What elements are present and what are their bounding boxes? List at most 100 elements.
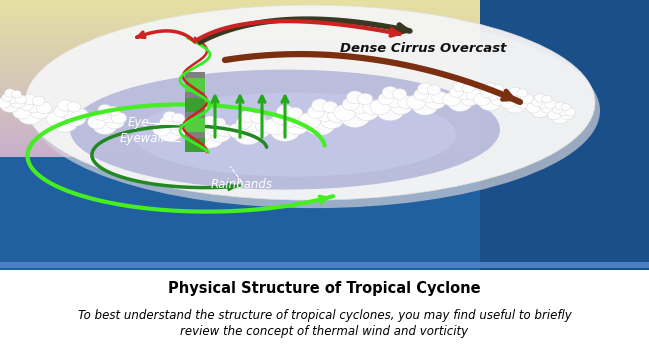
Bar <box>0 39 490 42</box>
Ellipse shape <box>158 122 182 141</box>
Bar <box>0 70 490 73</box>
Ellipse shape <box>299 112 321 129</box>
Bar <box>0 5 490 8</box>
Ellipse shape <box>88 115 106 129</box>
Ellipse shape <box>165 117 182 130</box>
Ellipse shape <box>25 5 595 200</box>
Text: Eye: Eye <box>128 116 150 129</box>
Bar <box>0 23 490 26</box>
Bar <box>0 146 490 149</box>
Bar <box>0 109 490 112</box>
Bar <box>0 143 490 146</box>
Ellipse shape <box>370 99 391 114</box>
Bar <box>0 15 490 18</box>
Bar <box>0 122 490 125</box>
Ellipse shape <box>496 90 510 101</box>
Ellipse shape <box>386 93 404 108</box>
Ellipse shape <box>411 95 439 115</box>
Bar <box>0 120 490 123</box>
Text: Rainbands: Rainbands <box>211 178 273 191</box>
Bar <box>0 59 490 63</box>
Ellipse shape <box>406 95 426 109</box>
Bar <box>185 92 205 98</box>
Ellipse shape <box>363 100 382 114</box>
Ellipse shape <box>0 98 10 108</box>
Ellipse shape <box>560 109 574 120</box>
Bar <box>0 28 490 31</box>
Ellipse shape <box>480 88 493 98</box>
Ellipse shape <box>561 104 570 111</box>
Bar <box>0 49 490 52</box>
Bar <box>0 140 490 144</box>
Ellipse shape <box>378 93 394 105</box>
Bar <box>185 112 205 118</box>
Ellipse shape <box>565 108 576 116</box>
Bar <box>0 0 490 3</box>
Ellipse shape <box>293 114 312 129</box>
Ellipse shape <box>210 126 231 142</box>
Bar <box>0 2 490 5</box>
Ellipse shape <box>212 118 226 128</box>
Ellipse shape <box>98 104 112 115</box>
Ellipse shape <box>347 91 363 104</box>
Ellipse shape <box>500 97 515 108</box>
Ellipse shape <box>555 102 565 110</box>
Ellipse shape <box>535 94 546 102</box>
Text: review the concept of thermal wind and vorticity: review the concept of thermal wind and v… <box>180 325 469 338</box>
Ellipse shape <box>307 106 324 118</box>
Ellipse shape <box>320 111 344 129</box>
Ellipse shape <box>537 98 550 108</box>
Ellipse shape <box>228 123 249 139</box>
Ellipse shape <box>202 116 217 127</box>
Ellipse shape <box>504 97 526 113</box>
Ellipse shape <box>10 96 25 108</box>
Ellipse shape <box>450 87 463 98</box>
Ellipse shape <box>342 98 360 111</box>
Bar <box>480 0 649 270</box>
Bar <box>0 67 490 71</box>
Ellipse shape <box>263 118 286 135</box>
Text: Eyewall: Eyewall <box>120 132 165 145</box>
Text: Physical Structure of Tropical Cyclone: Physical Structure of Tropical Cyclone <box>168 280 481 296</box>
Bar <box>0 94 490 96</box>
Ellipse shape <box>15 95 27 104</box>
Bar <box>185 98 205 112</box>
Ellipse shape <box>251 113 265 123</box>
Ellipse shape <box>206 122 223 136</box>
Bar <box>0 130 490 133</box>
Ellipse shape <box>243 117 262 132</box>
Bar <box>0 114 490 117</box>
Bar <box>0 99 490 102</box>
Bar <box>0 52 490 55</box>
Bar <box>0 62 490 65</box>
Bar <box>0 7 490 10</box>
Ellipse shape <box>170 121 190 136</box>
Ellipse shape <box>51 112 79 132</box>
Ellipse shape <box>382 86 398 98</box>
Ellipse shape <box>0 98 20 112</box>
Ellipse shape <box>548 110 561 120</box>
Bar <box>0 26 490 29</box>
Ellipse shape <box>532 98 543 107</box>
Ellipse shape <box>285 117 309 135</box>
Ellipse shape <box>217 124 233 137</box>
Bar <box>0 46 490 50</box>
Ellipse shape <box>421 89 439 103</box>
Bar <box>0 65 490 68</box>
Bar <box>0 88 490 91</box>
Ellipse shape <box>236 117 252 129</box>
Ellipse shape <box>492 85 504 93</box>
Ellipse shape <box>557 107 569 116</box>
Bar <box>0 153 490 157</box>
Bar <box>0 86 490 89</box>
Text: To best understand the structure of tropical cyclones, you may find useful to br: To best understand the structure of trop… <box>78 309 571 321</box>
Ellipse shape <box>509 87 521 96</box>
Ellipse shape <box>101 110 117 123</box>
Bar <box>0 138 490 141</box>
Bar <box>0 73 490 76</box>
Bar <box>0 107 490 109</box>
Bar <box>0 75 490 78</box>
Ellipse shape <box>12 90 21 98</box>
Bar <box>0 96 490 99</box>
Ellipse shape <box>23 94 37 105</box>
